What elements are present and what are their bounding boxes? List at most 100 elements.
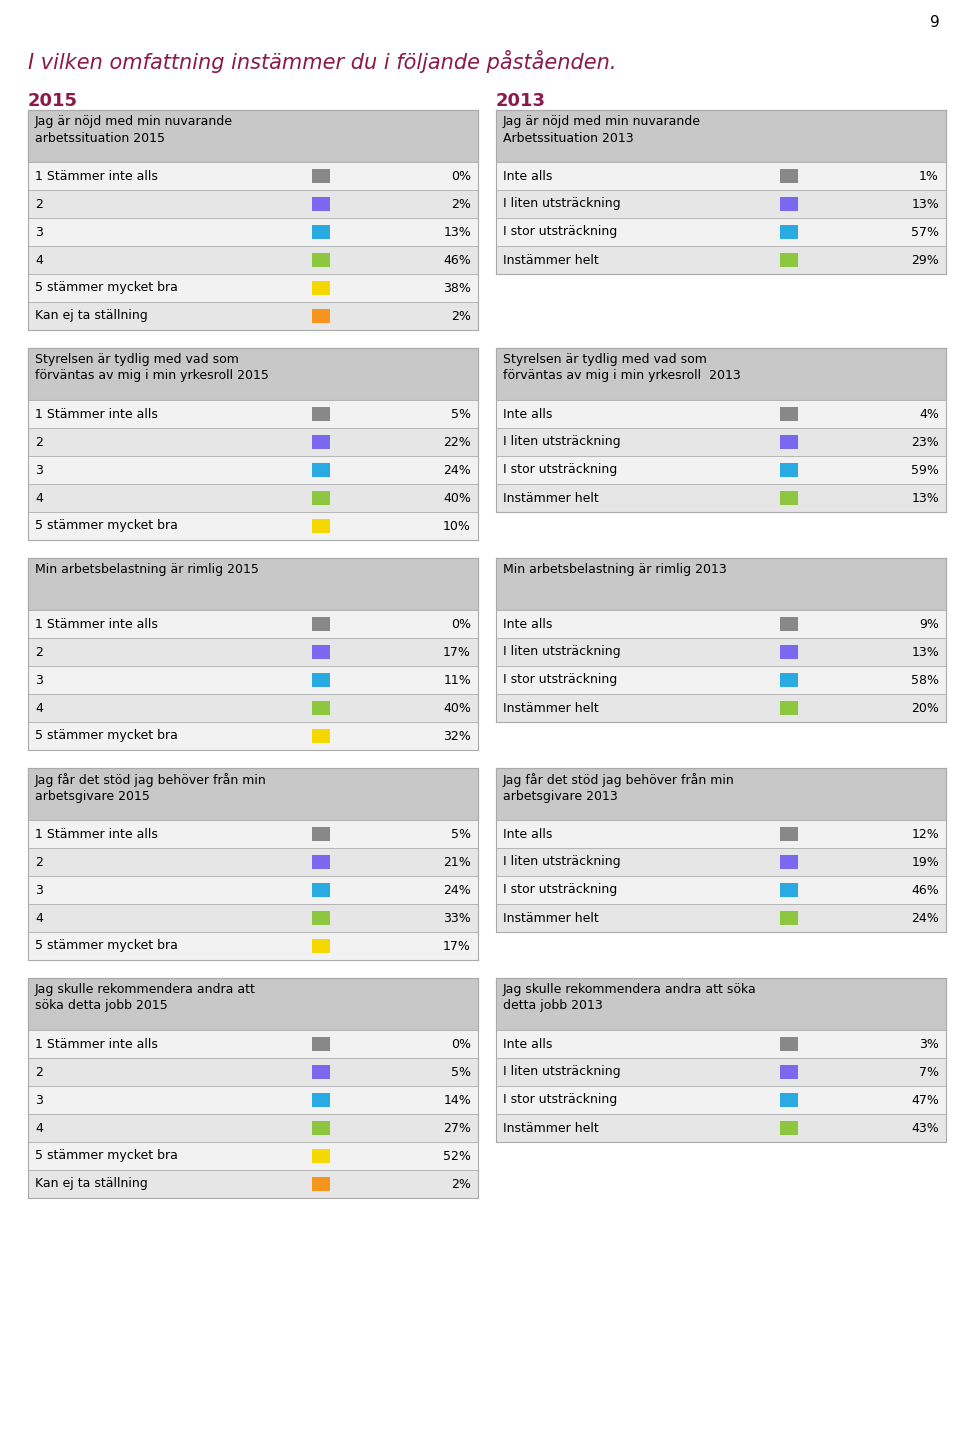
Text: 10%: 10% xyxy=(444,520,471,533)
Text: 5%: 5% xyxy=(451,828,471,841)
Text: 3%: 3% xyxy=(919,1037,939,1051)
Text: 5 stämmer mycket bra: 5 stämmer mycket bra xyxy=(35,281,178,295)
FancyBboxPatch shape xyxy=(28,665,478,694)
FancyBboxPatch shape xyxy=(311,225,329,239)
Text: 24%: 24% xyxy=(444,884,471,897)
Text: 0%: 0% xyxy=(451,170,471,183)
Text: 19%: 19% xyxy=(911,855,939,868)
FancyBboxPatch shape xyxy=(311,281,329,295)
FancyBboxPatch shape xyxy=(311,168,329,183)
Text: 9%: 9% xyxy=(919,618,939,631)
FancyBboxPatch shape xyxy=(28,638,478,665)
Text: Kan ej ta ställning: Kan ej ta ställning xyxy=(35,1178,148,1191)
Text: 4: 4 xyxy=(35,491,43,504)
FancyBboxPatch shape xyxy=(496,694,946,721)
FancyBboxPatch shape xyxy=(780,225,798,239)
FancyBboxPatch shape xyxy=(496,638,946,665)
FancyBboxPatch shape xyxy=(311,1093,329,1107)
FancyBboxPatch shape xyxy=(496,819,946,848)
Text: 47%: 47% xyxy=(911,1093,939,1106)
FancyBboxPatch shape xyxy=(780,645,798,660)
FancyBboxPatch shape xyxy=(311,408,329,420)
Text: Inte alls: Inte alls xyxy=(503,1037,552,1051)
Text: 7%: 7% xyxy=(919,1066,939,1079)
FancyBboxPatch shape xyxy=(496,876,946,904)
Text: 59%: 59% xyxy=(911,464,939,477)
Text: 5 stämmer mycket bra: 5 stämmer mycket bra xyxy=(35,730,178,743)
FancyBboxPatch shape xyxy=(28,768,478,819)
Text: 2013: 2013 xyxy=(496,92,546,109)
FancyBboxPatch shape xyxy=(496,1058,946,1086)
FancyBboxPatch shape xyxy=(780,1093,798,1107)
Text: 12%: 12% xyxy=(911,828,939,841)
FancyBboxPatch shape xyxy=(28,1142,478,1169)
Text: Min arbetsbelastning är rimlig 2013: Min arbetsbelastning är rimlig 2013 xyxy=(503,563,727,576)
FancyBboxPatch shape xyxy=(780,408,798,420)
Text: Inte alls: Inte alls xyxy=(503,408,552,420)
Text: 5%: 5% xyxy=(451,408,471,420)
FancyBboxPatch shape xyxy=(311,912,329,924)
Text: 11%: 11% xyxy=(444,674,471,687)
FancyBboxPatch shape xyxy=(28,694,478,721)
FancyBboxPatch shape xyxy=(28,274,478,302)
FancyBboxPatch shape xyxy=(496,1115,946,1142)
Text: 5 stämmer mycket bra: 5 stämmer mycket bra xyxy=(35,939,178,952)
Text: 14%: 14% xyxy=(444,1093,471,1106)
Text: 4: 4 xyxy=(35,1122,43,1135)
Text: Jag får det stöd jag behöver från min
arbetsgivare 2015: Jag får det stöd jag behöver från min ar… xyxy=(35,773,267,804)
FancyBboxPatch shape xyxy=(780,827,798,841)
FancyBboxPatch shape xyxy=(28,217,478,246)
FancyBboxPatch shape xyxy=(311,491,329,505)
FancyBboxPatch shape xyxy=(496,246,946,274)
FancyBboxPatch shape xyxy=(28,428,478,456)
Text: I stor utsträckning: I stor utsträckning xyxy=(503,884,617,897)
Text: 32%: 32% xyxy=(444,730,471,743)
Text: I stor utsträckning: I stor utsträckning xyxy=(503,1093,617,1106)
FancyBboxPatch shape xyxy=(311,435,329,449)
Text: Instämmer helt: Instämmer helt xyxy=(503,701,599,714)
FancyBboxPatch shape xyxy=(28,302,478,330)
FancyBboxPatch shape xyxy=(780,1120,798,1135)
Text: I liten utsträckning: I liten utsträckning xyxy=(503,197,620,210)
FancyBboxPatch shape xyxy=(780,883,798,897)
FancyBboxPatch shape xyxy=(780,1066,798,1079)
FancyBboxPatch shape xyxy=(311,1149,329,1164)
FancyBboxPatch shape xyxy=(496,109,946,161)
FancyBboxPatch shape xyxy=(311,310,329,323)
Text: I liten utsträckning: I liten utsträckning xyxy=(503,645,620,658)
FancyBboxPatch shape xyxy=(311,518,329,533)
Text: 33%: 33% xyxy=(444,912,471,924)
FancyBboxPatch shape xyxy=(780,464,798,477)
FancyBboxPatch shape xyxy=(28,819,478,848)
FancyBboxPatch shape xyxy=(28,721,478,750)
FancyBboxPatch shape xyxy=(780,168,798,183)
Text: 29%: 29% xyxy=(911,253,939,266)
Text: Jag är nöjd med min nuvarande
arbetssituation 2015: Jag är nöjd med min nuvarande arbetssitu… xyxy=(35,115,233,144)
Text: 2: 2 xyxy=(35,645,43,658)
Text: Jag skulle rekommendera andra att söka
detta jobb 2013: Jag skulle rekommendera andra att söka d… xyxy=(503,984,756,1012)
Text: 3: 3 xyxy=(35,226,43,239)
Text: 3: 3 xyxy=(35,464,43,477)
Text: 1%: 1% xyxy=(919,170,939,183)
FancyBboxPatch shape xyxy=(496,978,946,1030)
Text: 38%: 38% xyxy=(444,281,471,295)
Text: 9: 9 xyxy=(930,14,940,30)
FancyBboxPatch shape xyxy=(28,904,478,932)
FancyBboxPatch shape xyxy=(496,904,946,932)
Text: I stor utsträckning: I stor utsträckning xyxy=(503,226,617,239)
Text: 5%: 5% xyxy=(451,1066,471,1079)
FancyBboxPatch shape xyxy=(496,484,946,513)
FancyBboxPatch shape xyxy=(311,883,329,897)
FancyBboxPatch shape xyxy=(496,161,946,190)
Text: 4%: 4% xyxy=(919,408,939,420)
Text: 23%: 23% xyxy=(911,435,939,448)
FancyBboxPatch shape xyxy=(496,400,946,428)
FancyBboxPatch shape xyxy=(28,611,478,638)
Text: 27%: 27% xyxy=(444,1122,471,1135)
FancyBboxPatch shape xyxy=(311,701,329,716)
FancyBboxPatch shape xyxy=(496,456,946,484)
Text: 0%: 0% xyxy=(451,1037,471,1051)
Text: 2: 2 xyxy=(35,855,43,868)
Text: 1 Stämmer inte alls: 1 Stämmer inte alls xyxy=(35,408,157,420)
Text: Instämmer helt: Instämmer helt xyxy=(503,1122,599,1135)
